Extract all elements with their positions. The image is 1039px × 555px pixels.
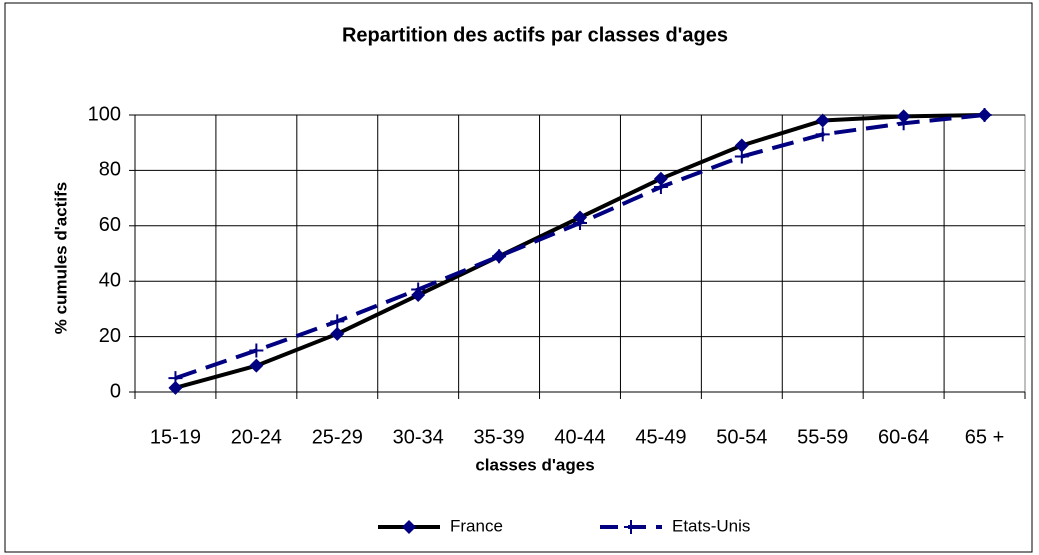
x-tick-label: 60-64 [878,426,929,448]
x-axis-label: classes d'ages [475,455,594,474]
data-point [653,180,668,195]
y-tick-label: 20 [99,325,121,347]
y-tick-label: 100 [88,103,121,125]
data-point [734,149,749,164]
y-tick-label: 40 [99,269,121,291]
legend-marker [402,520,416,534]
x-tick-label: 40-44 [554,426,605,448]
data-point [734,138,749,153]
x-tick-label: 35-39 [474,426,525,448]
x-tick-label: 30-34 [393,426,444,448]
x-tick-label: 55-59 [797,426,848,448]
data-point [330,326,345,341]
y-axis-label: % cumules d'actifs [51,182,70,334]
x-tick-label: 20-24 [231,426,282,448]
plot-area [134,114,1026,393]
data-point [168,380,183,395]
data-point [168,371,183,386]
data-point [896,116,911,131]
data-point [815,113,830,128]
x-tick-label: 45-49 [635,426,686,448]
data-point [249,343,264,358]
data-point [330,314,345,329]
x-tick-label: 50-54 [716,426,767,448]
data-point [815,127,830,142]
data-point [977,108,992,122]
data-point [492,249,507,264]
x-tick-label: 15-19 [150,426,201,448]
x-tick-label: 25-29 [312,426,363,448]
y-tick-label: 0 [110,380,121,402]
chart-title: Repartition des actifs par classes d'age… [342,24,728,46]
legend-label: France [450,516,503,535]
data-point [249,358,264,373]
data-point [411,282,426,297]
data-point [573,216,587,231]
y-tick-label: 60 [99,214,121,236]
legend-label: Etats-Unis [672,516,750,535]
legend-marker [624,520,638,534]
x-tick-label: 65 + [965,426,1004,448]
y-tick-label: 80 [99,159,121,181]
data-point [653,171,668,186]
